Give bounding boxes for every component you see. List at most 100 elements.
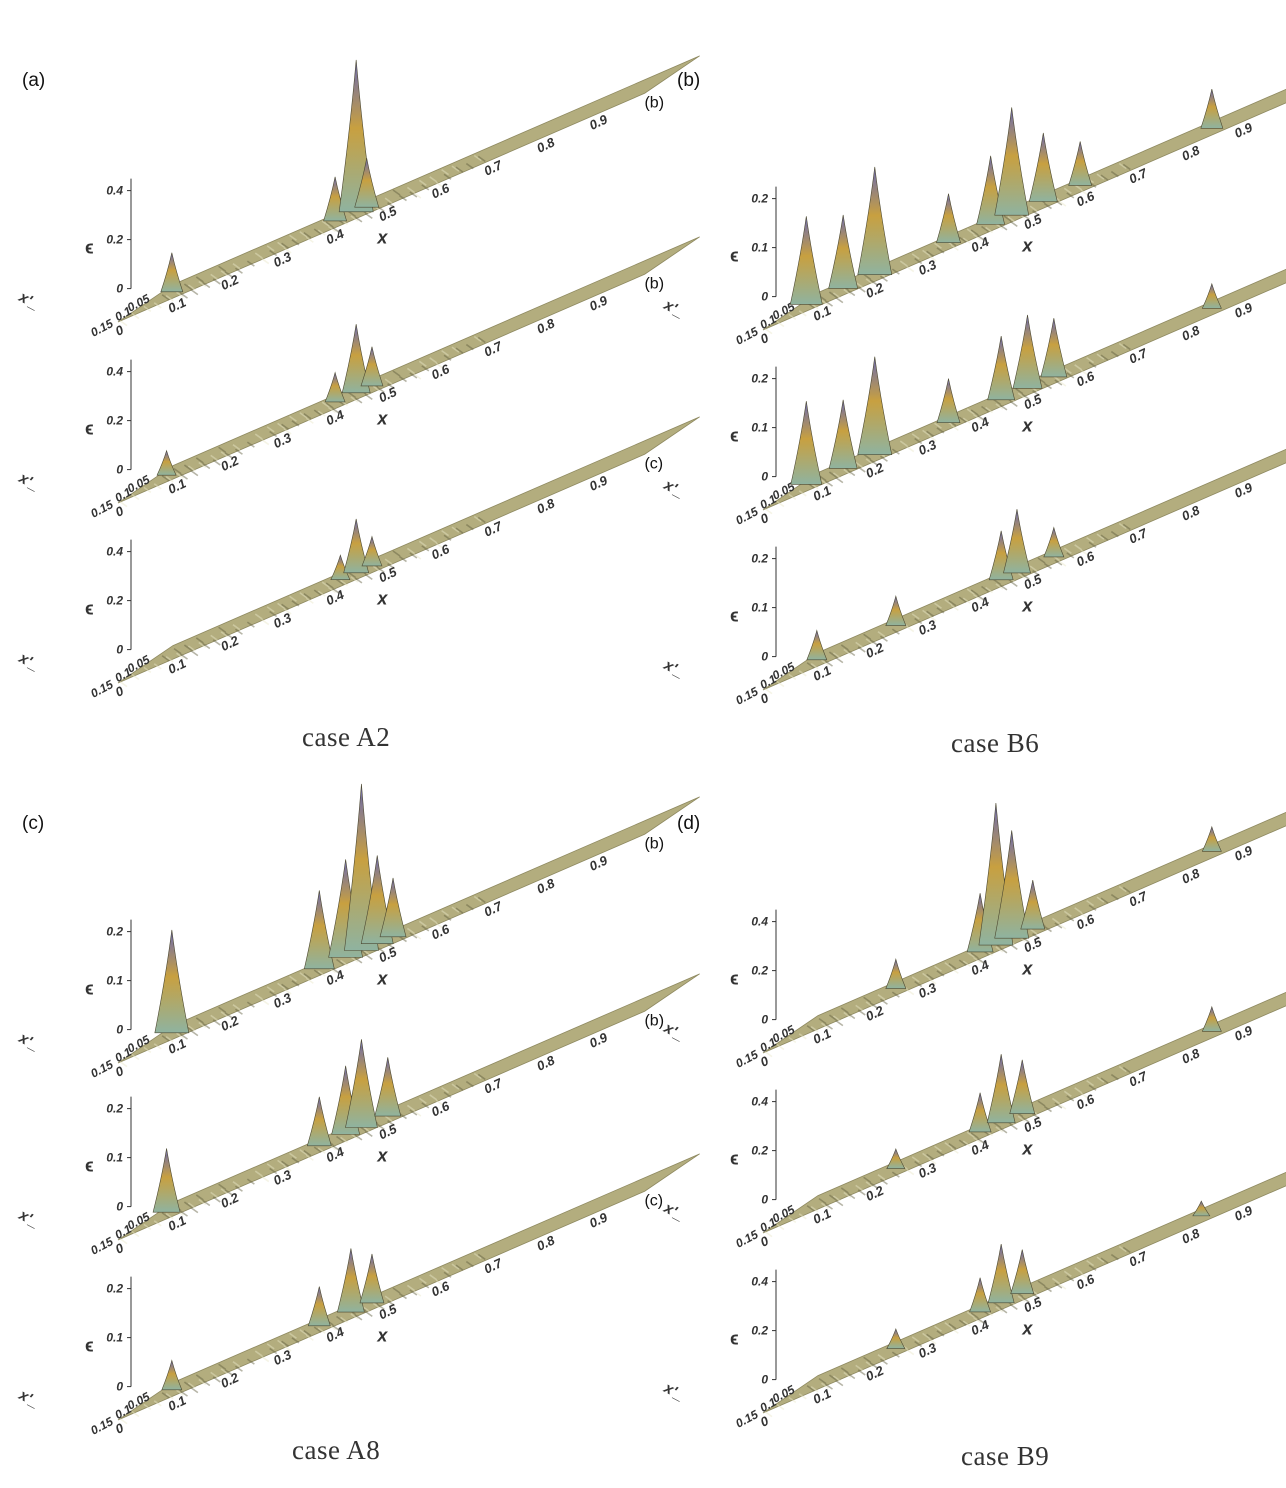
ripple-mark (788, 493, 797, 501)
ripple-mark (409, 191, 418, 198)
y-tick-label: 0.15 (733, 504, 760, 527)
ripple-mark (477, 516, 486, 524)
ripple-mark (289, 234, 297, 241)
ripple-mark (277, 1159, 286, 1167)
ripple-mark (1021, 1296, 1030, 1303)
ripple-mark (455, 1084, 464, 1091)
x-tick-label: 0.6 (429, 541, 452, 563)
x-tick-label: 0.4 (324, 1324, 347, 1346)
ripple-mark (832, 1375, 841, 1382)
y-axis-label: x'_ (15, 469, 42, 494)
ripple-mark (985, 586, 994, 594)
ripple-mark (313, 1326, 322, 1333)
ripple-mark (435, 1279, 444, 1286)
z-tick-label: 0 (116, 643, 123, 657)
ripple-mark (936, 1150, 945, 1157)
surface-peak (161, 1359, 183, 1391)
surface-peak (987, 336, 1016, 401)
ripple-mark (798, 310, 807, 317)
x-tick-label: 0.6 (429, 361, 452, 383)
ripple-mark (281, 603, 290, 610)
ripple-mark (798, 1033, 807, 1040)
ripple-mark (835, 296, 844, 304)
x-tick-label: 0.4 (969, 414, 992, 436)
x-tick-label: 0.8 (534, 134, 557, 156)
ripple-mark (202, 1379, 211, 1387)
y-tick-label: 0.15 (88, 316, 115, 339)
ripple-mark (958, 959, 967, 966)
ripple-mark (387, 1120, 396, 1127)
ripple-mark (1058, 200, 1067, 207)
ripple-mark (165, 1393, 174, 1400)
x-tick-label: 0.6 (429, 180, 452, 202)
x-tick-label: 0.3 (916, 257, 939, 279)
ripple-mark (340, 579, 349, 587)
x-tick-label: 0.5 (376, 384, 399, 406)
ripple-mark (1088, 1264, 1097, 1271)
ripple-mark (863, 273, 872, 280)
ripple-mark (198, 461, 207, 469)
ripple-mark (999, 1127, 1008, 1134)
ripple-mark (828, 471, 837, 478)
ripple-mark (869, 1362, 878, 1369)
surface-peak (828, 399, 858, 469)
ripple-mark (906, 265, 915, 273)
z-tick-label: 0.1 (751, 241, 768, 255)
ripple-mark (1066, 192, 1075, 199)
surface-peak (885, 957, 907, 989)
ripple-mark (119, 500, 128, 508)
ripple-mark (291, 1337, 300, 1344)
x-tick-label: 0.7 (482, 1255, 505, 1277)
ripple-mark (825, 1023, 833, 1030)
surface-peak (789, 216, 823, 305)
x-tick-label: 0.8 (534, 1232, 557, 1254)
y-axis-label: x'_ (15, 288, 42, 313)
z-tick-label: 0 (761, 1373, 768, 1387)
ripple-mark (173, 647, 182, 655)
x-tick-label: 0.2 (218, 1012, 241, 1034)
ripple-mark (966, 951, 975, 958)
x-tick-label: 0.7 (1127, 1068, 1150, 1090)
ripple-mark (277, 422, 286, 430)
ripple-mark (289, 1332, 297, 1339)
ripple-mark (441, 910, 450, 917)
ripple-mark (962, 960, 971, 967)
surface-peak (306, 1096, 332, 1147)
surface-peak (374, 1057, 402, 1117)
ripple-mark (865, 1181, 874, 1188)
x-tick-label: 0.7 (482, 518, 505, 540)
ripple-mark (966, 1131, 975, 1138)
ripple-mark (928, 978, 937, 985)
ripple-mark (161, 1035, 170, 1042)
surface-subplot: 00.10.2ϵ0.050.10.15x'_00.10.20.30.40.50.… (660, 448, 1286, 708)
z-tick-label: 0 (761, 290, 768, 304)
z-tick-label: 0.4 (751, 915, 768, 929)
panel-plot: 00.20.4ϵ0.050.10.15x'_00.10.20.30.40.50.… (15, 55, 700, 701)
ripple-mark (281, 983, 290, 990)
ripple-mark (914, 257, 923, 265)
ripple-mark (165, 656, 174, 663)
ripple-mark (305, 597, 314, 604)
ripple-mark (922, 429, 931, 437)
surface-plane (117, 416, 700, 684)
ripple-mark (1032, 1113, 1041, 1120)
z-axis-label: ϵ (730, 969, 739, 989)
ripple-mark (465, 903, 474, 911)
x-tick-label: 0.8 (1179, 1045, 1202, 1067)
ripple-mark (877, 631, 886, 638)
ripple-mark (847, 289, 856, 297)
ripple-mark (1122, 1246, 1131, 1254)
ripple-mark (788, 313, 797, 321)
ripple-mark (914, 617, 923, 625)
ripple-mark (441, 1087, 450, 1094)
ripple-mark (399, 935, 407, 943)
surface-peak (1043, 526, 1065, 558)
ripple-mark (232, 444, 241, 451)
ripple-mark (180, 473, 188, 480)
ripple-mark (291, 420, 300, 427)
ripple-mark (1015, 388, 1024, 395)
ripple-mark (289, 1152, 297, 1159)
ripple-mark (840, 1367, 849, 1374)
ripple-mark (465, 162, 474, 170)
ripple-mark (212, 1196, 221, 1203)
